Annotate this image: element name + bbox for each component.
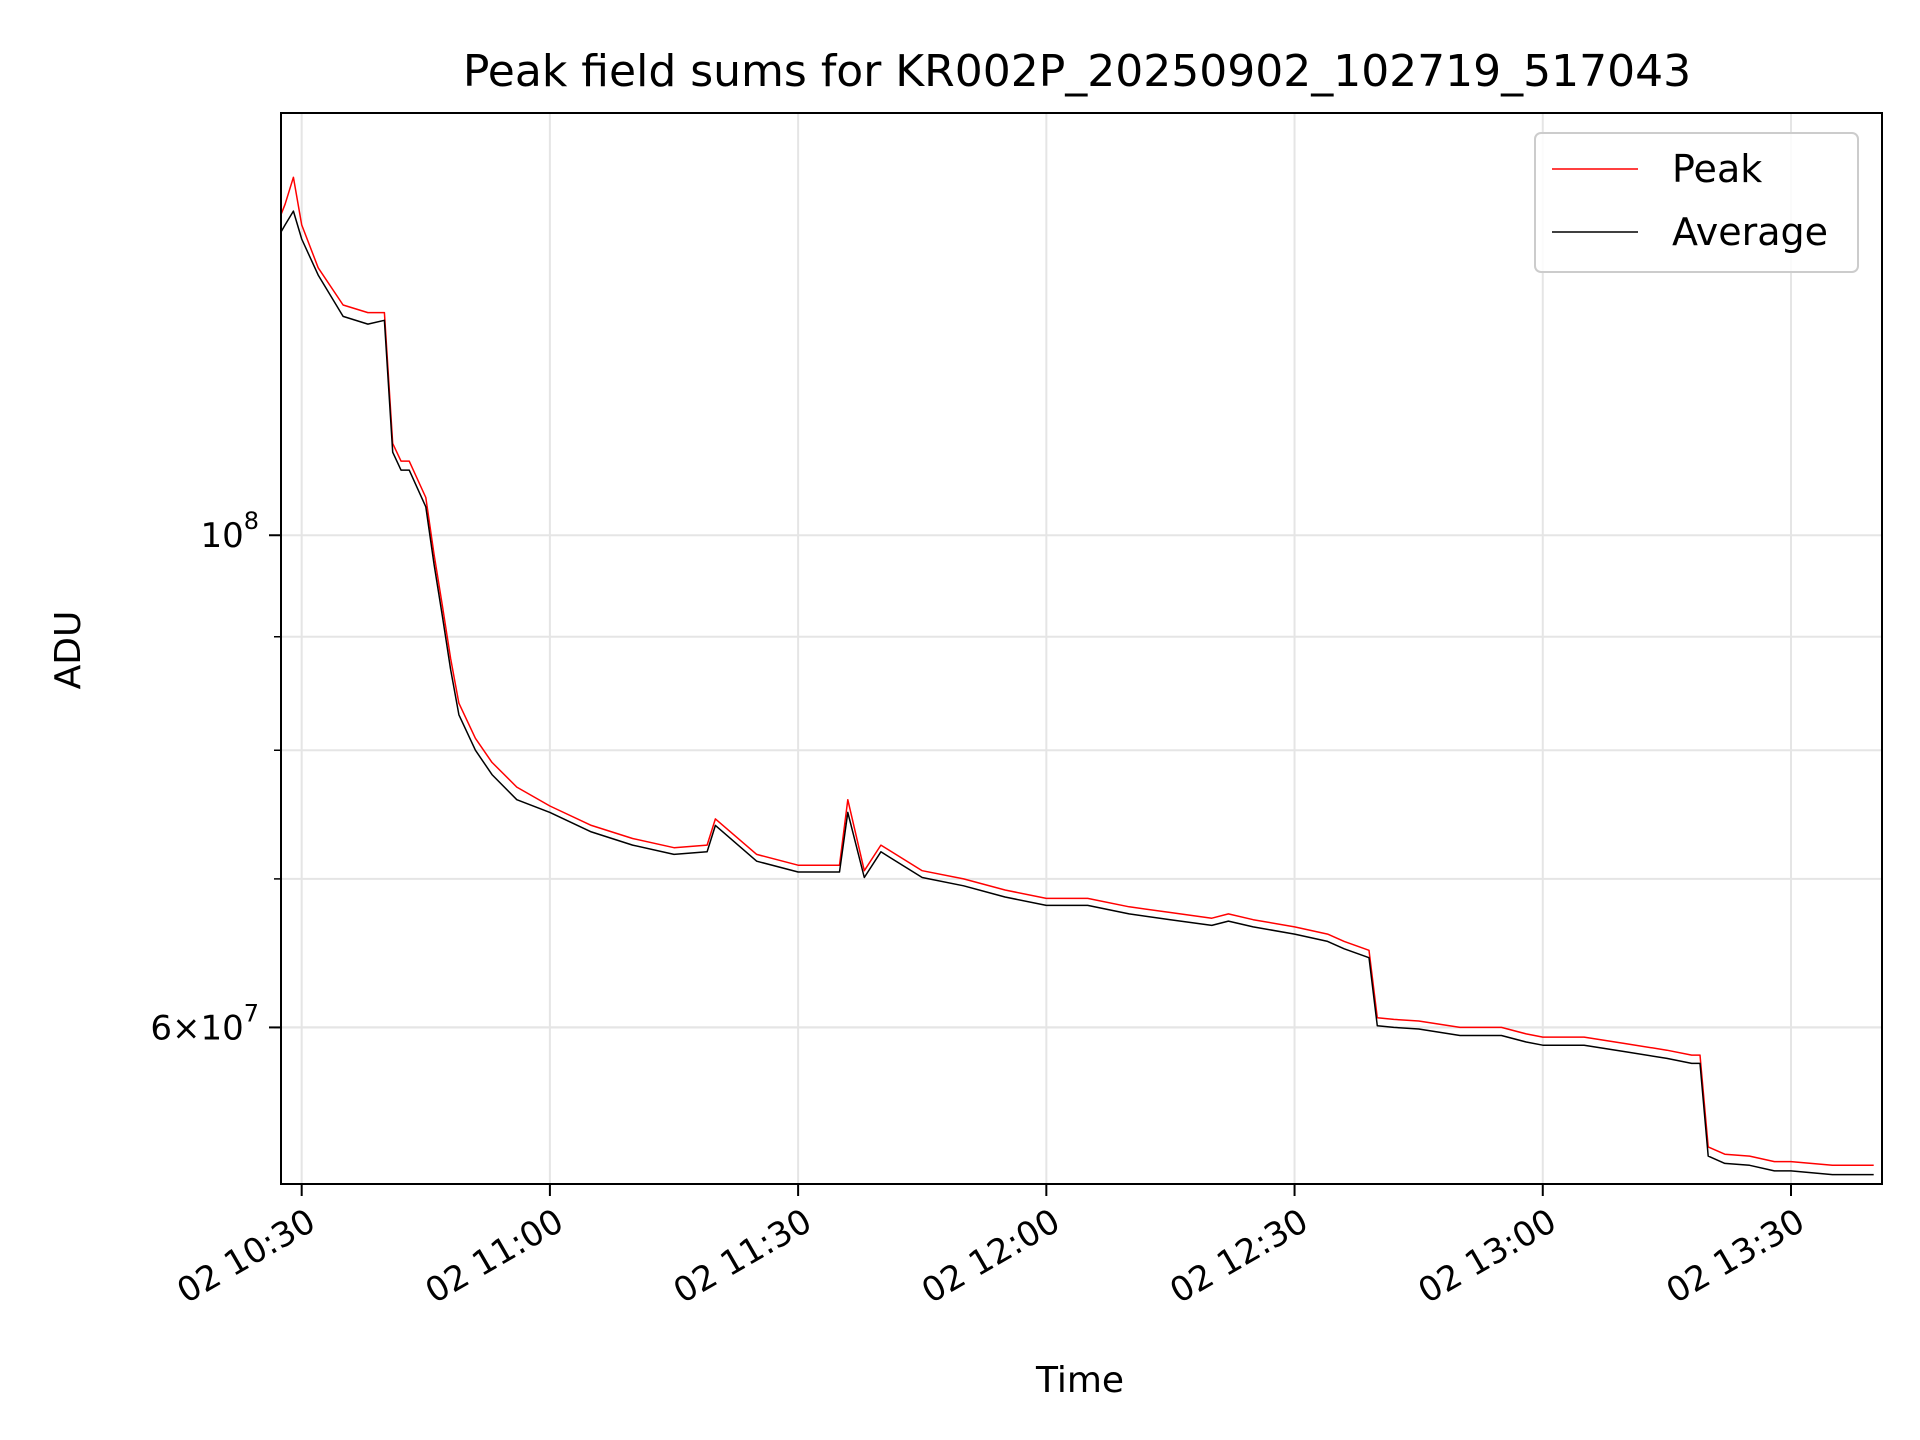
y-tick-label: 6×107 (150, 999, 259, 1048)
legend-label-average: Average (1672, 210, 1828, 254)
legend: Peak Average (1534, 132, 1859, 273)
grid (281, 113, 1882, 1184)
y-axis-ticks: 108 6×107 (150, 507, 281, 1048)
plot-frame (280, 112, 1883, 1185)
series-lines (281, 176, 1874, 1176)
legend-label-peak: Peak (1672, 147, 1762, 191)
x-axis-label: Time (1035, 1360, 1124, 1401)
y-axis-label: ADU (48, 611, 89, 690)
y-tick-label: 108 (200, 507, 259, 556)
series-line-peak (281, 176, 1874, 1167)
series-line-average (281, 210, 1874, 1176)
chart-title: Peak field sums for KR002P_20250902_1027… (463, 46, 1691, 97)
legend-box (1534, 132, 1859, 273)
